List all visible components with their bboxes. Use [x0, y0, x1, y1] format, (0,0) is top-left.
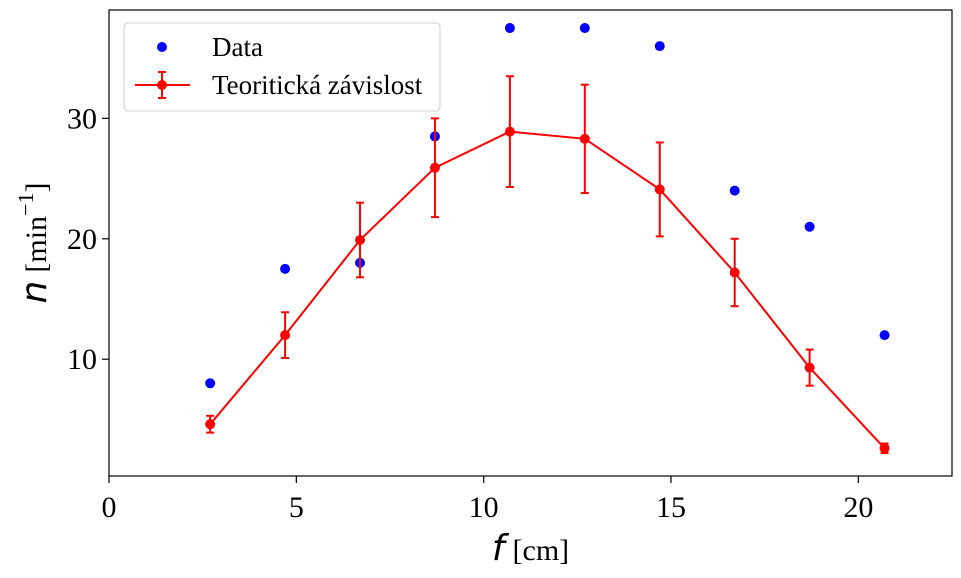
- plot-frame: [108, 9, 953, 477]
- legend-label-theory: Teoritická závislost: [212, 70, 423, 100]
- legend-marker-theory: [157, 80, 167, 90]
- legend: Data Teoritická závislost: [123, 22, 441, 112]
- theory-point: [879, 443, 890, 454]
- theory-point: [429, 162, 440, 173]
- data-point: [504, 23, 515, 34]
- data-point: [729, 185, 740, 196]
- x-tick-label: 5: [289, 491, 304, 524]
- x-tick-label: 20: [843, 491, 873, 524]
- legend-box: [123, 22, 441, 112]
- data-point: [579, 23, 590, 34]
- x-tick-label: 0: [102, 491, 117, 524]
- y-tick-label: 20: [67, 223, 97, 256]
- x-tick-label: 10: [469, 491, 499, 524]
- y-tick-label: 30: [67, 102, 97, 135]
- data-point: [879, 330, 890, 341]
- data-point: [804, 221, 815, 232]
- x-axis-label: f [cm]: [492, 528, 569, 569]
- theory-point: [280, 330, 291, 341]
- theory-point: [355, 234, 366, 245]
- y-axis-label: n[min−1]: [13, 183, 55, 304]
- data-point: [654, 41, 665, 52]
- plot-area: [205, 23, 890, 455]
- y-tick-label: 10: [67, 343, 97, 376]
- theory-point: [654, 184, 665, 195]
- data-point: [280, 263, 291, 274]
- theory-point: [504, 126, 515, 137]
- legend-label-data: Data: [212, 32, 263, 62]
- theory-point: [205, 419, 216, 430]
- data-point: [205, 378, 216, 389]
- x-tick-label: 15: [656, 491, 686, 524]
- theory-point: [729, 267, 740, 278]
- theory-point: [579, 133, 590, 144]
- legend-marker-data: [157, 42, 167, 52]
- series-line-1: [209, 130, 886, 449]
- axes: 0 5 10 15 20 10 20 30 f [cm] n[min−1]: [13, 9, 953, 569]
- theory-point: [804, 362, 815, 373]
